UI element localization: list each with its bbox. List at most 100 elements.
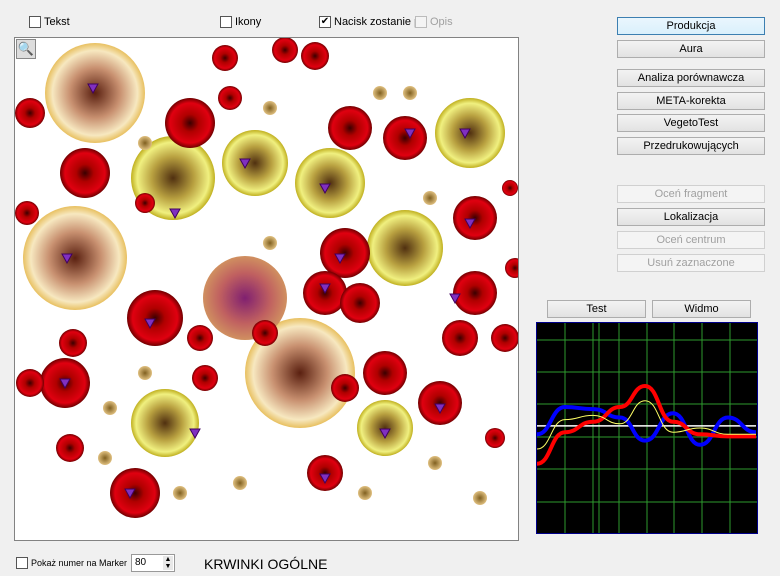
red-cell: [192, 365, 218, 391]
red-cell: [15, 98, 45, 128]
red-cell: [252, 320, 278, 346]
red-cell: [307, 455, 343, 491]
platelet: [138, 366, 152, 380]
red-cell: [165, 98, 215, 148]
white-cell: [203, 256, 287, 340]
marker-triangle-icon: [404, 128, 416, 140]
ikony-checkbox[interactable]: Ikony: [220, 16, 261, 28]
marker-triangle-icon: [61, 253, 73, 265]
platelet: [138, 136, 152, 150]
opis-checkbox[interactable]: Opis: [415, 16, 453, 28]
tekst-checkbox[interactable]: Tekst: [29, 16, 70, 28]
platelet: [423, 191, 437, 205]
white-cell: [295, 148, 365, 218]
analiza-button[interactable]: Analiza porównawcza: [617, 69, 765, 87]
red-cell: [59, 329, 87, 357]
marker-triangle-icon: [239, 158, 251, 170]
platelet: [358, 486, 372, 500]
white-cell: [23, 206, 127, 310]
aura-button[interactable]: Aura: [617, 40, 765, 58]
marker-triangle-icon: [379, 428, 391, 440]
ocen-fragment-button[interactable]: Oceń fragment: [617, 185, 765, 203]
red-cell: [363, 351, 407, 395]
checkbox-box[interactable]: [29, 16, 41, 28]
series-line: [536, 383, 756, 466]
red-cell: [340, 283, 380, 323]
red-cell: [218, 86, 242, 110]
pokaz-numer-label: Pokaż numer na Marker: [31, 558, 128, 568]
marker-number-value[interactable]: 80: [135, 557, 147, 568]
usun-zaznaczone-button[interactable]: Usuń zaznaczone: [617, 254, 765, 272]
marker-triangle-icon: [434, 403, 446, 415]
checkbox-box[interactable]: [220, 16, 232, 28]
marker-triangle-icon: [464, 218, 476, 230]
test-button[interactable]: Test: [547, 300, 646, 318]
red-cell: [212, 45, 238, 71]
red-cell: [135, 193, 155, 213]
platelet: [263, 101, 277, 115]
pokaz-numer-checkbox[interactable]: Pokaż numer na Marker: [16, 557, 127, 569]
vegetotest-button[interactable]: VegetoTest: [617, 114, 765, 132]
red-cell: [453, 271, 497, 315]
checkmark-icon[interactable]: ✔: [319, 16, 331, 28]
red-cell: [331, 374, 359, 402]
platelet: [98, 451, 112, 465]
przedrukowujacych-button[interactable]: Przedrukowujących: [617, 137, 765, 155]
spinner-arrows-icon[interactable]: ▲ ▼: [163, 556, 173, 570]
marker-triangle-icon: [59, 378, 71, 390]
white-cell: [245, 318, 355, 428]
platelet: [103, 401, 117, 415]
red-cell: [187, 325, 213, 351]
red-cell: [328, 106, 372, 150]
marker-triangle-icon: [319, 473, 331, 485]
ikony-label: Ikony: [235, 16, 262, 28]
white-cell: [435, 98, 505, 168]
red-cell: [60, 148, 110, 198]
marker-triangle-icon: [459, 128, 471, 140]
checkbox-box[interactable]: [16, 557, 28, 569]
ocen-centrum-button[interactable]: Oceń centrum: [617, 231, 765, 249]
marker-number-spinner[interactable]: 80 ▲ ▼: [131, 554, 175, 572]
white-cell: [45, 43, 145, 143]
spectrum-plot: [536, 323, 757, 533]
red-cell: [127, 290, 183, 346]
page-title: KRWINKI OGÓLNE: [204, 556, 328, 572]
spectrum-chart: [536, 322, 758, 534]
platelet: [373, 86, 387, 100]
red-cell: [320, 228, 370, 278]
magnifier-icon[interactable]: 🔍: [16, 39, 36, 59]
red-cell: [502, 180, 518, 196]
marker-triangle-icon: [87, 83, 99, 95]
red-cell: [418, 381, 462, 425]
red-cell: [383, 116, 427, 160]
blood-cells-image: [15, 38, 518, 518]
red-cell: [56, 434, 84, 462]
lokalizacja-button[interactable]: Lokalizacja: [617, 208, 765, 226]
platelet: [428, 456, 442, 470]
red-cell: [453, 196, 497, 240]
platelet: [473, 491, 487, 505]
checkbox-box[interactable]: [415, 16, 427, 28]
white-cell: [357, 400, 413, 456]
marker-triangle-icon: [189, 428, 201, 440]
meta-korekta-button[interactable]: META-korekta: [617, 92, 765, 110]
nacisk-checkbox[interactable]: ✔ Nacisk zostanie p: [319, 16, 420, 28]
platelet: [233, 476, 247, 490]
marker-triangle-icon: [319, 183, 331, 195]
platelet: [263, 236, 277, 250]
red-cell: [110, 468, 160, 518]
marker-triangle-icon: [319, 283, 331, 295]
series-line: [536, 404, 757, 447]
red-cell: [15, 201, 39, 225]
series-line: [536, 400, 756, 450]
widmo-button[interactable]: Widmo: [652, 300, 751, 318]
produkcja-button[interactable]: Produkcja: [617, 17, 765, 35]
red-cell: [491, 324, 518, 352]
platelet: [403, 86, 417, 100]
microscope-image[interactable]: 🔍: [14, 37, 519, 541]
marker-triangle-icon: [144, 318, 156, 330]
red-cell: [16, 369, 44, 397]
marker-triangle-icon: [449, 293, 461, 305]
red-cell: [485, 428, 505, 448]
platelet: [173, 486, 187, 500]
